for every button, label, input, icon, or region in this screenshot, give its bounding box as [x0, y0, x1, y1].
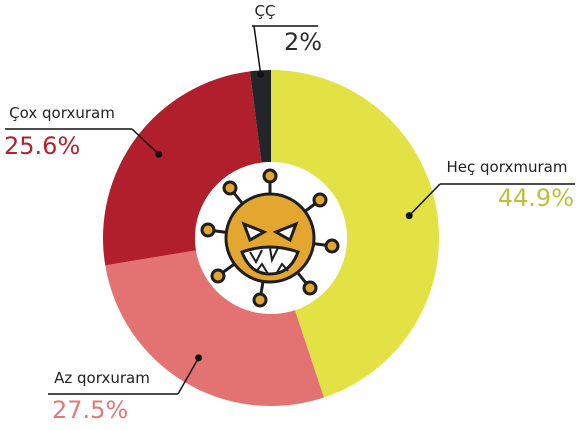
- value-label: 44.9%: [498, 184, 574, 212]
- slice: [105, 250, 324, 406]
- leader-line: [131, 128, 160, 155]
- slice: [103, 71, 262, 266]
- virus-icon: [200, 168, 340, 308]
- category-label: ÇÇ: [255, 2, 276, 20]
- value-label: 2%: [284, 28, 322, 56]
- value-label: 25.6%: [4, 132, 80, 160]
- slice: [249, 70, 271, 163]
- leader-line: [177, 357, 200, 395]
- category-label: Çox qorxuram: [9, 104, 115, 122]
- value-label: 27.5%: [52, 396, 128, 424]
- leader-dot: [155, 150, 163, 158]
- slice: [271, 70, 440, 398]
- leader-dot: [257, 70, 265, 78]
- leader-dot: [405, 212, 413, 220]
- category-label: Heç qorxmuram: [447, 158, 568, 176]
- leader-dot: [195, 354, 203, 362]
- leader-line: [408, 183, 441, 217]
- category-label: Az qorxuram: [54, 369, 150, 387]
- leader-line: [253, 25, 262, 75]
- labels: Heç qorxmuram 44.9% Az qorxuram 27.5% Çox qo…: [4, 2, 575, 424]
